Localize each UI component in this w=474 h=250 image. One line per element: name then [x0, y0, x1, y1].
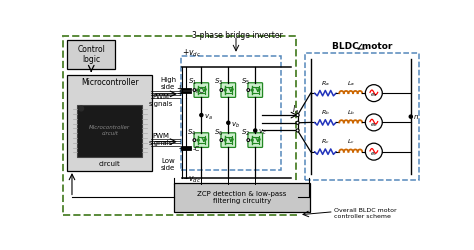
Text: $v_a$: $v_a$: [204, 113, 213, 122]
Text: Overall BLDC motor
controller scheme: Overall BLDC motor controller scheme: [334, 208, 396, 219]
Circle shape: [247, 139, 250, 141]
Text: $R_b$: $R_b$: [321, 108, 330, 117]
Circle shape: [296, 121, 299, 124]
Text: $n$: $n$: [413, 112, 419, 121]
Circle shape: [193, 139, 196, 141]
Circle shape: [220, 89, 223, 92]
Text: $e_b$: $e_b$: [370, 121, 378, 129]
FancyBboxPatch shape: [77, 105, 142, 157]
Circle shape: [220, 139, 223, 141]
FancyBboxPatch shape: [173, 183, 310, 212]
Text: High
side: High side: [160, 78, 176, 90]
Circle shape: [200, 114, 203, 116]
FancyBboxPatch shape: [221, 83, 236, 97]
Text: Microcontroller: Microcontroller: [81, 78, 138, 87]
Text: PWM
signals: PWM signals: [148, 133, 173, 146]
Text: $e_c$: $e_c$: [370, 150, 378, 158]
Text: $v_c$: $v_c$: [258, 128, 267, 138]
Text: $e_a$: $e_a$: [370, 92, 378, 100]
Text: $L_c$: $L_c$: [347, 137, 355, 146]
Circle shape: [224, 139, 226, 141]
FancyBboxPatch shape: [221, 133, 236, 148]
Circle shape: [296, 114, 299, 116]
Circle shape: [227, 121, 230, 124]
Circle shape: [79, 106, 83, 111]
Text: ZCP detection & low-pass
filtering circuitry: ZCP detection & low-pass filtering circu…: [197, 191, 286, 204]
Text: +C: +C: [193, 88, 203, 94]
Text: $I_a$: $I_a$: [292, 104, 299, 116]
Text: Low
side: Low side: [161, 158, 175, 171]
FancyBboxPatch shape: [248, 133, 263, 148]
Circle shape: [409, 115, 412, 118]
Circle shape: [251, 139, 253, 141]
Text: $L_b$: $L_b$: [346, 108, 355, 117]
Text: $S_4$: $S_4$: [187, 127, 197, 138]
FancyBboxPatch shape: [67, 40, 115, 69]
FancyBboxPatch shape: [248, 83, 263, 97]
FancyBboxPatch shape: [194, 83, 209, 97]
Text: $+v_{dc}$: $+v_{dc}$: [182, 47, 201, 59]
FancyBboxPatch shape: [67, 76, 152, 171]
Text: +: +: [177, 84, 183, 93]
FancyBboxPatch shape: [194, 133, 209, 148]
Text: $R_a$: $R_a$: [321, 79, 330, 88]
Text: $v_b$: $v_b$: [231, 120, 240, 130]
Text: -C: -C: [193, 146, 200, 152]
Text: PWM
signals: PWM signals: [148, 94, 173, 107]
Text: BLDC motor: BLDC motor: [332, 42, 392, 51]
Text: Microcontroller
circuit: Microcontroller circuit: [89, 126, 130, 136]
Circle shape: [197, 139, 199, 141]
Text: $S_2$: $S_2$: [241, 127, 251, 138]
Circle shape: [197, 89, 199, 91]
Text: circuit: circuit: [99, 161, 120, 167]
Circle shape: [224, 89, 226, 91]
Circle shape: [296, 129, 299, 132]
Circle shape: [193, 89, 196, 92]
Text: $L_a$: $L_a$: [347, 79, 355, 88]
Text: -: -: [178, 144, 181, 153]
Text: $S_3$: $S_3$: [214, 77, 224, 88]
Text: $S_1$: $S_1$: [188, 77, 197, 88]
Text: $R_c$: $R_c$: [321, 137, 329, 146]
Text: Control
logic: Control logic: [77, 45, 105, 64]
Text: 3-phase bridge inverter: 3-phase bridge inverter: [192, 31, 283, 40]
Text: $S_6$: $S_6$: [214, 127, 224, 138]
Text: $-v_{dc}$: $-v_{dc}$: [182, 174, 201, 185]
Text: $S_5$: $S_5$: [241, 77, 251, 88]
Text: +: +: [177, 89, 183, 98]
Circle shape: [254, 129, 257, 132]
Circle shape: [247, 89, 250, 92]
Circle shape: [251, 89, 253, 91]
